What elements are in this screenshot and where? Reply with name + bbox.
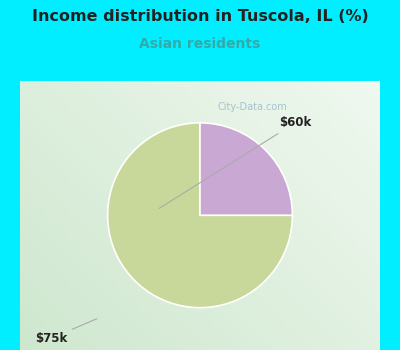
Text: $75k: $75k (35, 319, 97, 345)
Text: Asian residents: Asian residents (139, 37, 261, 51)
Text: Income distribution in Tuscola, IL (%): Income distribution in Tuscola, IL (%) (32, 9, 368, 24)
Wedge shape (108, 123, 292, 308)
Text: City-Data.com: City-Data.com (218, 102, 288, 112)
Wedge shape (200, 123, 292, 215)
Text: $60k: $60k (159, 116, 311, 208)
